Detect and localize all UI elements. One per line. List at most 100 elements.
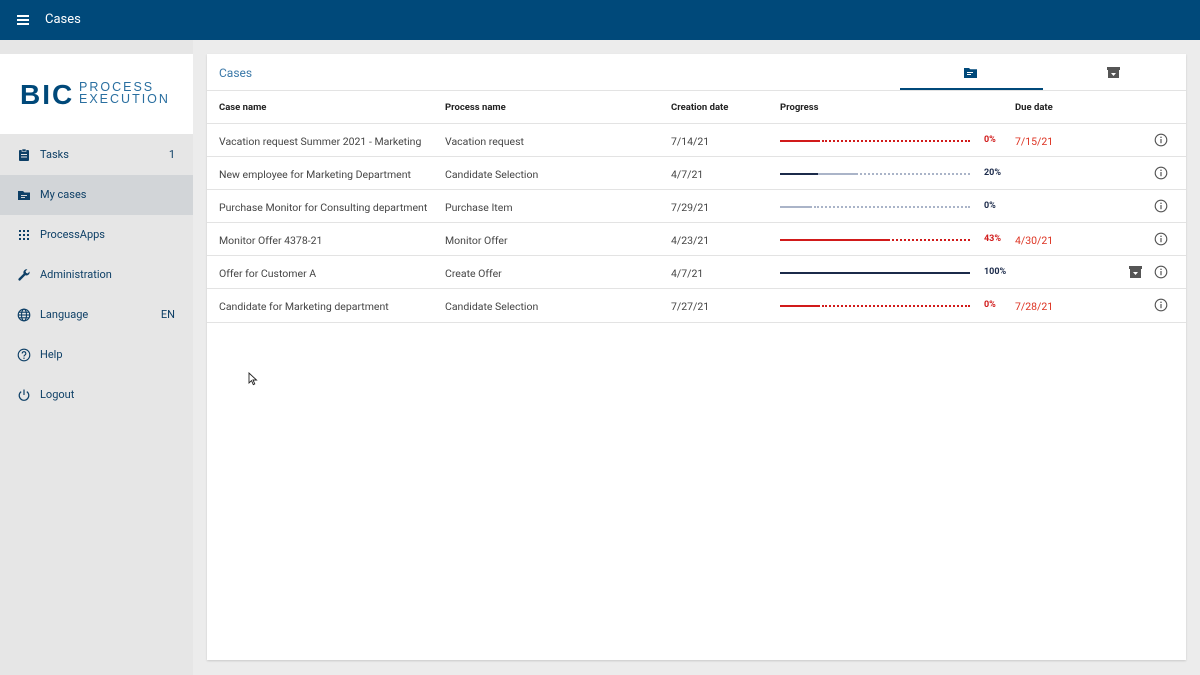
power-icon [18, 389, 30, 401]
sidebar-item-language[interactable]: Language EN [0, 295, 193, 335]
wrench-icon [18, 269, 30, 281]
info-icon[interactable] [1154, 232, 1168, 246]
folder-icon [18, 191, 30, 200]
progress-bar-remaining [822, 140, 970, 142]
creation-date-cell: 7/27/21 [671, 300, 710, 313]
creation-date-cell: 4/7/21 [671, 267, 704, 280]
case-name-cell: Vacation request Summer 2021 - Marketing [219, 135, 422, 148]
process-name-cell: Candidate Selection [445, 168, 539, 181]
hamburger-menu-icon[interactable] [14, 11, 32, 29]
top-bar: Cases [0, 0, 1200, 40]
info-icon[interactable] [1154, 166, 1168, 180]
sidebar-item-help[interactable]: Help [0, 335, 193, 375]
table-row[interactable]: Monitor Offer 4378-21 Monitor Offer 4/23… [207, 222, 1186, 256]
sidebar-item-administration[interactable]: Administration [0, 255, 193, 295]
creation-date-cell: 7/29/21 [671, 201, 710, 214]
info-icon[interactable] [1154, 298, 1168, 312]
tab-archived-cases[interactable] [1043, 54, 1186, 90]
progress-bar-fill [780, 173, 818, 175]
progress-bar [780, 239, 970, 241]
progress-percent: 0% [984, 300, 996, 310]
grid-icon [19, 230, 29, 240]
table-row[interactable]: Purchase Monitor for Consulting departme… [207, 189, 1186, 223]
table-row[interactable]: Offer for Customer A Create Offer 4/7/21… [207, 255, 1186, 289]
case-name-cell: Purchase Monitor for Consulting departme… [219, 201, 428, 214]
progress-bar [780, 305, 970, 307]
progress-bar [780, 140, 970, 142]
panel-title: Cases [219, 66, 253, 80]
archive-icon [1107, 67, 1120, 78]
tab-active-cases[interactable] [900, 54, 1043, 90]
table-row[interactable]: Candidate for Marketing department Candi… [207, 288, 1186, 323]
table-row[interactable]: New employee for Marketing Department Ca… [207, 156, 1186, 190]
progress-bar-fill [780, 272, 970, 274]
info-icon[interactable] [1154, 265, 1168, 279]
progress-percent: 100% [984, 267, 1007, 277]
globe-icon [17, 308, 31, 322]
process-name-cell: Monitor Offer [445, 234, 508, 247]
progress-percent: 43% [984, 234, 1001, 244]
progress-percent: 20% [984, 168, 1001, 178]
logo-subtitle: PROCESS EXECUTION [79, 80, 170, 106]
progress-bar [780, 206, 970, 208]
logo-bic-text: BIC [20, 79, 75, 110]
creation-date-cell: 7/14/21 [671, 135, 710, 148]
due-date-cell: 7/28/21 [1015, 300, 1054, 313]
sidebar-item-my-cases[interactable]: My cases [0, 175, 193, 215]
progress-bar-expected [780, 206, 812, 208]
logo: BIC PROCESS EXECUTION [0, 54, 193, 134]
page-title: Cases [45, 12, 81, 27]
info-icon[interactable] [1154, 199, 1168, 213]
column-header-creation-date[interactable]: Creation date [671, 102, 729, 113]
tasks-count-badge: 1 [168, 148, 175, 161]
sidebar-item-logout[interactable]: Logout [0, 375, 193, 415]
case-name-cell: Monitor Offer 4378-21 [219, 234, 323, 247]
progress-bar-remaining [822, 305, 970, 307]
mouse-cursor-icon [248, 372, 258, 386]
progress-bar-fill [780, 305, 820, 307]
process-name-cell: Vacation request [445, 135, 524, 148]
progress-percent: 0% [984, 135, 996, 145]
sidebar-item-label: ProcessApps [40, 228, 105, 241]
column-header-progress[interactable]: Progress [780, 102, 819, 113]
sidebar-item-label: My cases [40, 188, 87, 201]
sidebar-item-label: Administration [40, 268, 112, 281]
creation-date-cell: 4/23/21 [671, 234, 710, 247]
header-divider [207, 90, 1186, 91]
sidebar-item-label: Language [40, 308, 89, 321]
progress-bar-fill [780, 239, 890, 241]
logo-line-2: EXECUTION [79, 91, 170, 106]
info-icon[interactable] [1154, 133, 1168, 147]
case-name-cell: New employee for Marketing Department [219, 168, 411, 181]
sidebar-item-label: Tasks [40, 148, 69, 161]
sidebar-item-label: Logout [40, 388, 75, 401]
progress-bar-expected [818, 173, 858, 175]
sidebar-item-tasks[interactable]: Tasks 1 [0, 135, 193, 175]
language-value: EN [160, 308, 175, 321]
progress-bar [780, 272, 970, 274]
column-header-due-date[interactable]: Due date [1015, 102, 1053, 113]
sidebar-item-processapps[interactable]: ProcessApps [0, 215, 193, 255]
cases-panel: Cases Case name Process name Creation da… [207, 54, 1186, 660]
progress-bar-remaining [814, 206, 970, 208]
folder-icon [964, 68, 977, 78]
case-name-cell: Offer for Customer A [219, 267, 317, 280]
due-date-cell: 4/30/21 [1015, 234, 1054, 247]
clipboard-icon [19, 148, 29, 161]
help-icon [17, 348, 31, 362]
column-header-case-name[interactable]: Case name [219, 102, 267, 113]
creation-date-cell: 4/7/21 [671, 168, 704, 181]
logo-line-1: PROCESS [79, 80, 155, 94]
column-header-process-name[interactable]: Process name [445, 102, 506, 113]
progress-percent: 0% [984, 201, 996, 211]
case-name-cell: Candidate for Marketing department [219, 300, 389, 313]
due-date-cell: 7/15/21 [1015, 135, 1054, 148]
table-row[interactable]: Vacation request Summer 2021 - Marketing… [207, 123, 1186, 157]
archive-icon[interactable] [1129, 266, 1142, 278]
progress-bar-remaining [860, 173, 970, 175]
process-name-cell: Create Offer [445, 267, 502, 280]
process-name-cell: Purchase Item [445, 201, 513, 214]
sidebar-item-label: Help [40, 348, 63, 361]
process-name-cell: Candidate Selection [445, 300, 539, 313]
sidebar: BIC PROCESS EXECUTION Tasks 1 My cases P… [0, 40, 193, 675]
